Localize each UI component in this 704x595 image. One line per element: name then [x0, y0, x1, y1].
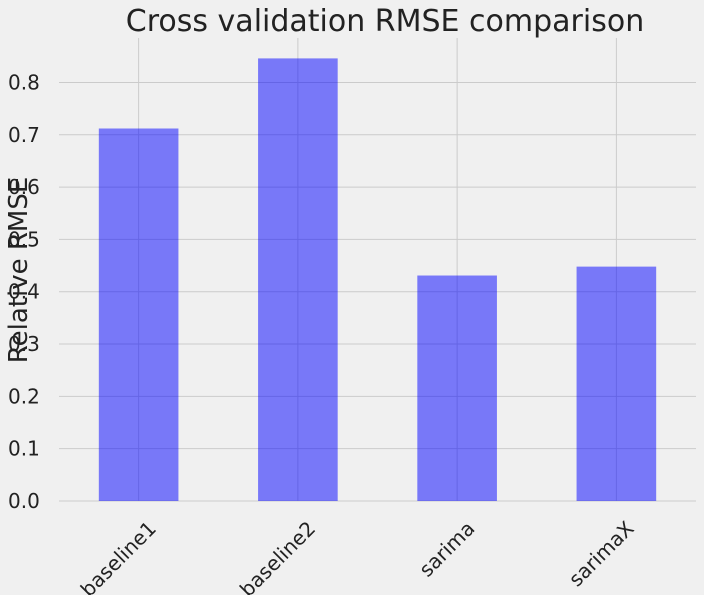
y-tick-label: 0.0 — [8, 489, 40, 513]
bar-sarimaX — [576, 266, 657, 501]
y-tick-label: 0.1 — [8, 437, 40, 461]
bar-sarima — [417, 275, 497, 501]
bar-baseline1 — [98, 128, 179, 502]
chart-title: Cross validation RMSE comparison — [126, 4, 644, 39]
bar-baseline2 — [258, 58, 338, 502]
bars — [98, 58, 657, 502]
y-tick-label: 0.6 — [8, 175, 40, 199]
y-tick-label: 0.8 — [8, 70, 40, 94]
y-tick-label: 0.5 — [8, 227, 40, 251]
y-tick-labels: 0.0 0.1 0.2 0.3 0.4 0.5 0.6 0.7 0.8 — [8, 70, 40, 513]
y-axis-label: Relative RMSE — [4, 177, 34, 364]
y-tick-label: 0.2 — [8, 384, 40, 408]
y-tick-label: 0.3 — [8, 332, 40, 356]
y-tick-label: 0.7 — [8, 123, 40, 147]
y-tick-label: 0.4 — [8, 280, 40, 304]
